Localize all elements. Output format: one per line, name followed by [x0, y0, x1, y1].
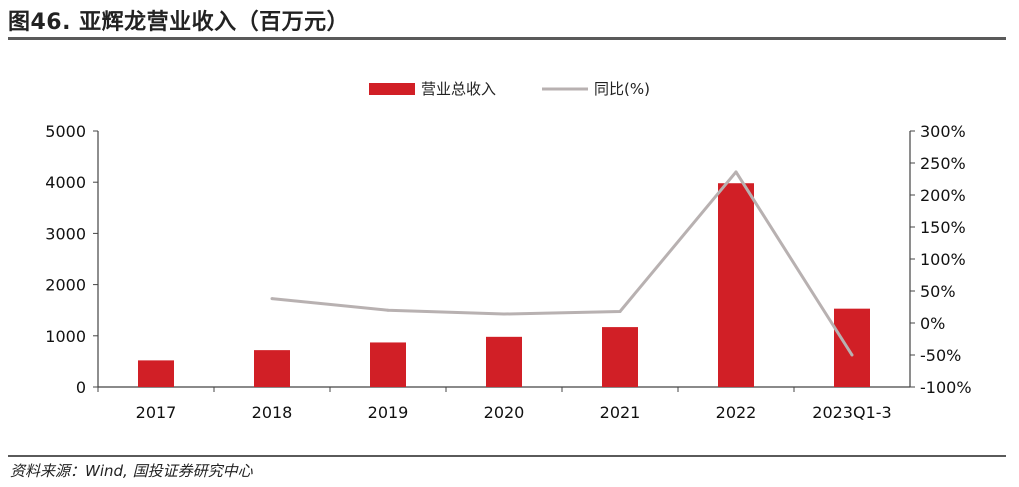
bar-series — [138, 183, 870, 387]
y-right-tick-label: 150% — [920, 218, 966, 237]
y-axis-right-labels: -100% -50% 0% 50% 100% 150% 200% 250% 300% — [920, 122, 972, 397]
y-right-tick-label: 250% — [920, 154, 966, 173]
y-left-tick-label: 3000 — [45, 224, 86, 243]
chart-title: 图46. 亚辉龙营业收入（百万元） — [8, 10, 350, 35]
x-tick-label: 2019 — [368, 403, 409, 422]
legend-bar-swatch — [369, 83, 415, 95]
yoy-point-2018 — [270, 297, 274, 301]
x-tick-label: 2020 — [484, 403, 525, 422]
bar-2018 — [254, 350, 290, 387]
y-left-tick-label: 0 — [76, 378, 86, 397]
y-left-tick-label: 5000 — [45, 122, 86, 141]
bar-2022 — [718, 183, 754, 387]
bar-2020 — [486, 336, 522, 387]
source-note: 资料来源：Wind, 国投证券研究中心 — [10, 462, 253, 480]
legend-line-label: 同比(%) — [594, 80, 650, 98]
y-right-tick-label: 200% — [920, 186, 966, 205]
yoy-point-2020 — [502, 312, 506, 316]
yoy-point-2021 — [618, 309, 622, 313]
x-tick-label: 2023Q1-3 — [812, 403, 891, 422]
legend: 营业总收入 同比(%) — [369, 80, 650, 98]
x-tick-label: 2018 — [252, 403, 293, 422]
x-tick-label: 2022 — [716, 403, 757, 422]
bar-2021 — [602, 327, 638, 387]
yoy-point-2022 — [734, 170, 738, 174]
legend-bar-label: 营业总收入 — [421, 80, 496, 98]
y-right-tick-label: 0% — [920, 314, 945, 333]
line-series — [270, 170, 854, 357]
x-tick-label: 2017 — [136, 403, 177, 422]
yoy-point-2023Q1-3 — [850, 353, 854, 357]
y-right-tick-label: 300% — [920, 122, 966, 141]
x-tick-label: 2021 — [600, 403, 641, 422]
yoy-point-2019 — [386, 308, 390, 312]
y-left-tick-label: 1000 — [45, 327, 86, 346]
yoy-line — [271, 170, 854, 356]
y-right-tick-label: -50% — [920, 346, 961, 365]
bar-2023Q1-3 — [834, 308, 870, 387]
bar-2019 — [370, 342, 406, 387]
y-left-tick-label: 4000 — [45, 173, 86, 192]
x-axis-labels: 2017 2018 2019 2020 2021 2022 2023Q1-3 — [136, 403, 892, 422]
y-axis-left-labels: 0 1000 2000 3000 4000 5000 — [45, 122, 86, 397]
y-left-tick-label: 2000 — [45, 276, 86, 295]
bar-2017 — [138, 360, 174, 387]
title-divider — [8, 37, 1006, 40]
y-right-tick-label: 50% — [920, 282, 956, 301]
y-right-tick-label: 100% — [920, 250, 966, 269]
footer-divider — [8, 455, 1006, 457]
y-right-tick-label: -100% — [920, 378, 972, 397]
revenue-chart: 营业总收入 同比(%) 2017 2018 2019 2020 2021 2022 2023… — [45, 80, 972, 422]
